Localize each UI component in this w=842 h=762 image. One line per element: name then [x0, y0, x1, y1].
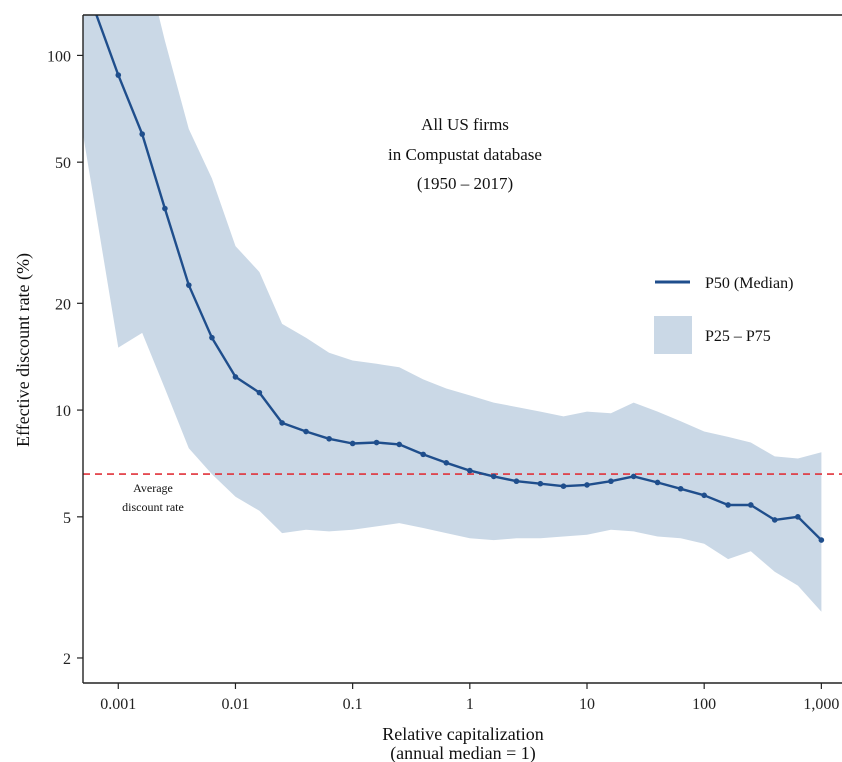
band-layer: [83, 15, 822, 612]
median-point: [771, 517, 778, 523]
median-point: [209, 334, 215, 341]
reference-label-line-2: discount rate: [122, 500, 184, 514]
median-point: [701, 492, 707, 499]
median-point: [630, 473, 637, 480]
median-point: [725, 502, 731, 508]
median-point: [349, 440, 356, 447]
median-point: [373, 439, 380, 446]
median-line: [95, 15, 823, 541]
median-point: [186, 282, 192, 288]
legend-label-median: P50 (Median): [705, 275, 793, 292]
median-point: [608, 478, 614, 485]
median-point: [584, 482, 590, 488]
band-p25-p75: [83, 15, 822, 612]
x-axis-label-sub: (annual median = 1): [390, 743, 536, 762]
x-axis-label: Relative capitalization: [382, 724, 543, 744]
median-point: [396, 441, 403, 448]
median-point: [420, 451, 426, 458]
median-point: [795, 514, 801, 520]
median-point: [279, 420, 285, 426]
median-point: [232, 374, 239, 380]
axes-layer: 0.001 0.01 0.1 1 10 100 1,000 2 5 10 20 50 100: [47, 14, 842, 713]
legend-band-swatch: [654, 316, 692, 354]
y-tick-label: 100: [47, 48, 71, 65]
median-point: [139, 131, 145, 137]
median-point: [513, 478, 520, 485]
x-tick-label: 0.01: [221, 696, 249, 713]
x-tick-label: 0.001: [100, 696, 136, 713]
median-line-layer: [95, 15, 825, 543]
median-point: [748, 502, 754, 508]
median-point: [326, 435, 332, 442]
legend-label-band: P25 – P75: [705, 328, 771, 345]
x-tick-label: 0.1: [343, 696, 363, 713]
y-axis-label: Effective discount rate (%): [13, 253, 34, 447]
chart-title-line-3: (1950 – 2017): [417, 174, 513, 193]
median-point: [654, 479, 661, 486]
median-point: [467, 467, 473, 474]
x-tick-label: 1: [466, 696, 474, 713]
median-point: [303, 428, 309, 435]
y-tick-label: 50: [55, 155, 71, 172]
x-tick-label: 10: [579, 696, 595, 713]
chart-title-line-1: All US firms: [421, 115, 509, 134]
median-point: [560, 483, 567, 490]
median-point: [115, 72, 122, 78]
x-tick-label: 1,000: [803, 696, 839, 713]
median-point: [162, 205, 168, 212]
median-point: [818, 537, 825, 543]
chart-title-line-2: in Compustat database: [388, 145, 542, 164]
median-point: [537, 480, 544, 487]
reference-label-line-1: Average: [133, 481, 173, 495]
y-tick-label: 2: [63, 651, 71, 668]
median-point: [677, 485, 684, 492]
median-point: [443, 460, 450, 466]
median-point: [490, 473, 497, 480]
median-point: [256, 389, 263, 396]
x-tick-label: 100: [692, 696, 716, 713]
y-tick-label: 20: [55, 296, 71, 313]
y-tick-label: 5: [63, 510, 71, 527]
y-tick-label: 10: [55, 403, 71, 420]
